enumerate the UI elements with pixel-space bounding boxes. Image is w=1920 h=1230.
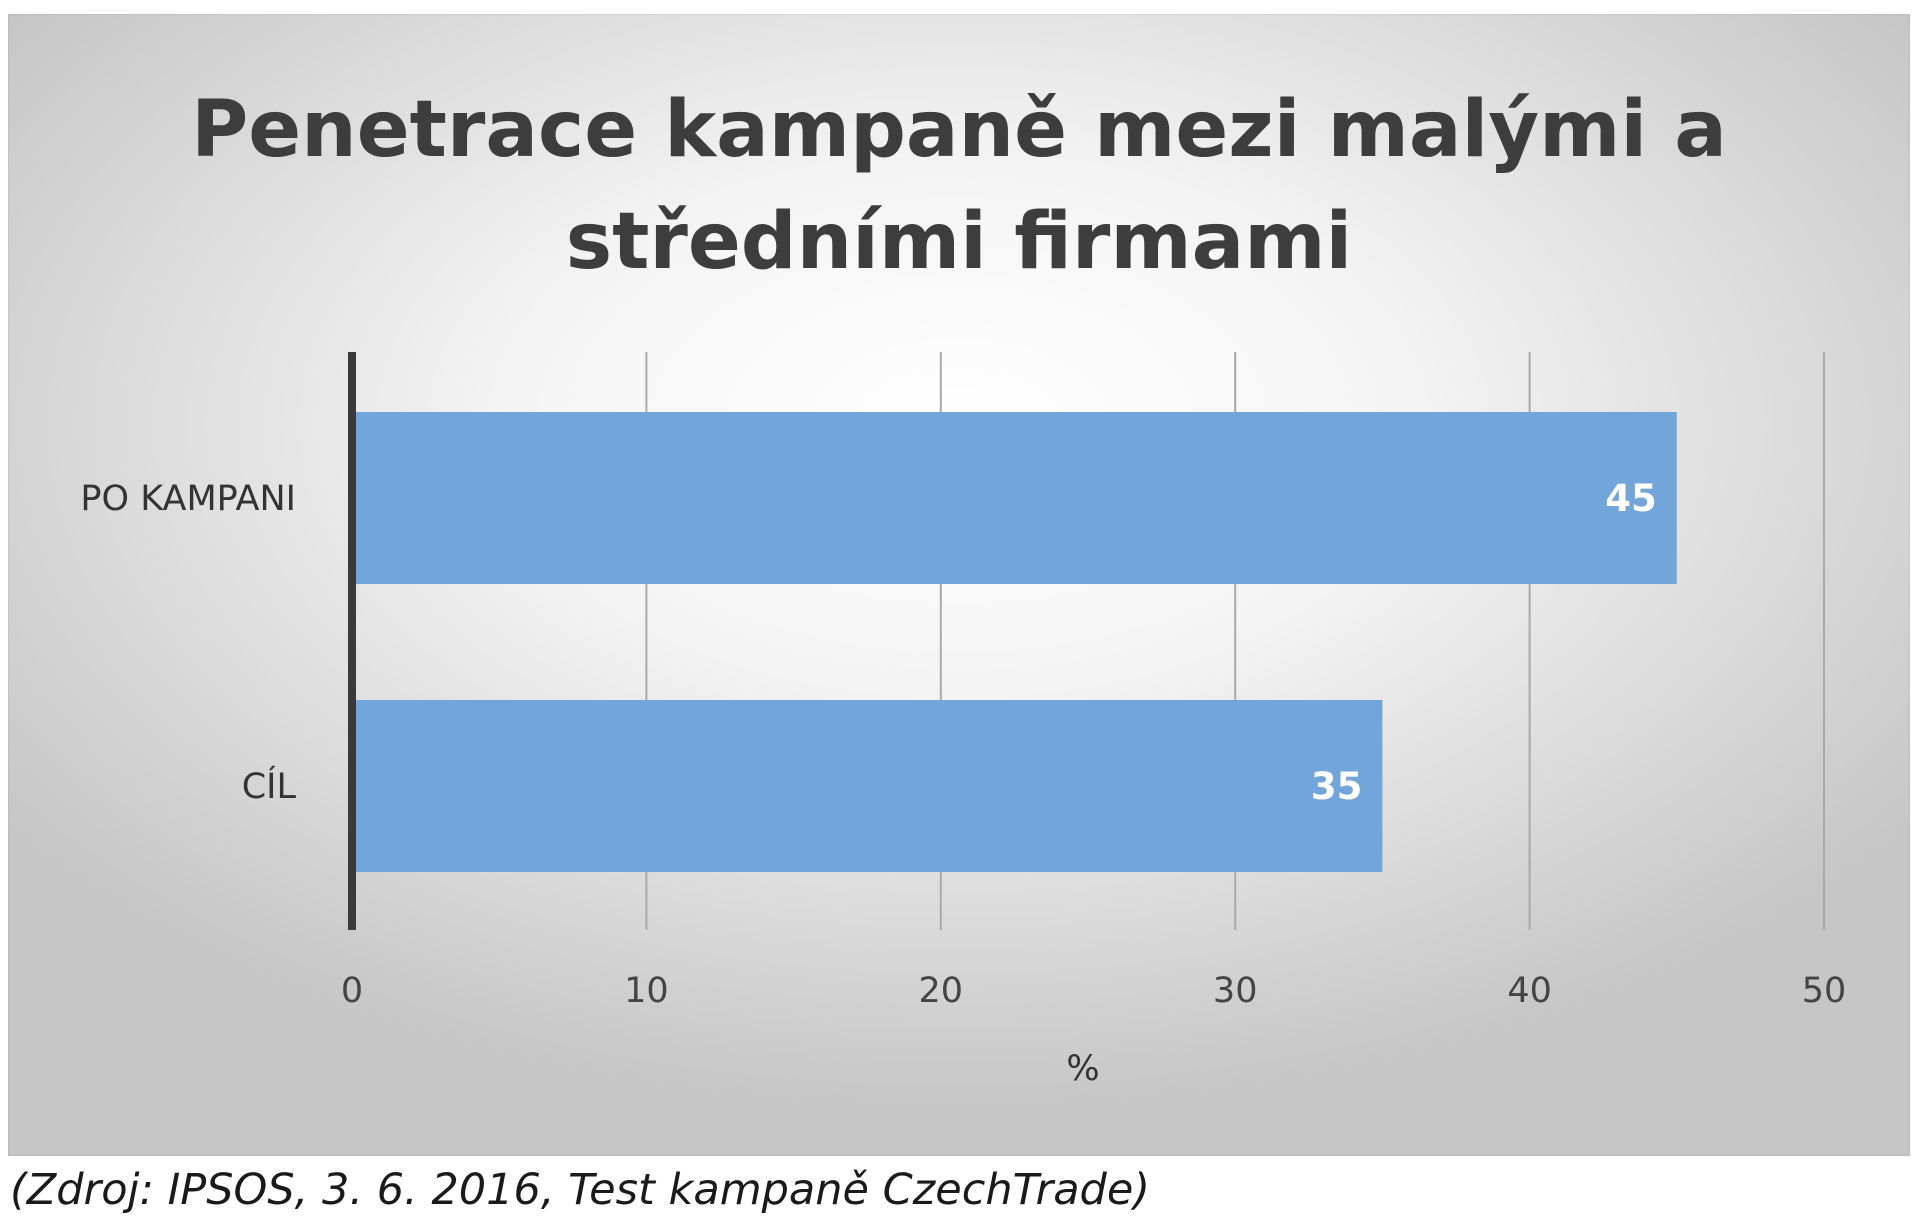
bar-1 (352, 412, 1677, 584)
chart-title: Penetrace kampaně mezi malými a středním… (191, 85, 1727, 287)
category-labels: PO KAMPANI CÍL (80, 479, 296, 807)
source-note: (Zdroj: IPSOS, 3. 6. 2016, Test kampaně … (10, 1165, 1151, 1215)
x-tick-label-10: 10 (624, 971, 669, 1011)
bar-2 (352, 700, 1383, 872)
data-label-1: 45 (1605, 477, 1657, 520)
category-label-1: PO KAMPANI (80, 479, 296, 519)
bars: 45 35 (352, 412, 1677, 872)
chart-panel: Penetrace kampaně mezi malými a středním… (8, 14, 1910, 1156)
x-tick-labels: 0 10 20 30 40 50 (341, 971, 1846, 1011)
x-tick-label-0: 0 (341, 971, 363, 1011)
x-tick-label-50: 50 (1802, 971, 1847, 1011)
x-tick-label-30: 30 (1213, 971, 1258, 1011)
data-label-2: 35 (1311, 765, 1363, 808)
x-tick-label-20: 20 (919, 971, 964, 1011)
x-tick-label-40: 40 (1507, 971, 1552, 1011)
category-label-2: CÍL (242, 765, 297, 807)
bar-chart: 45 35 0 10 20 30 40 50 PO KAMPANI CÍL % (80, 352, 1846, 1089)
x-axis-title: % (1066, 1049, 1099, 1089)
